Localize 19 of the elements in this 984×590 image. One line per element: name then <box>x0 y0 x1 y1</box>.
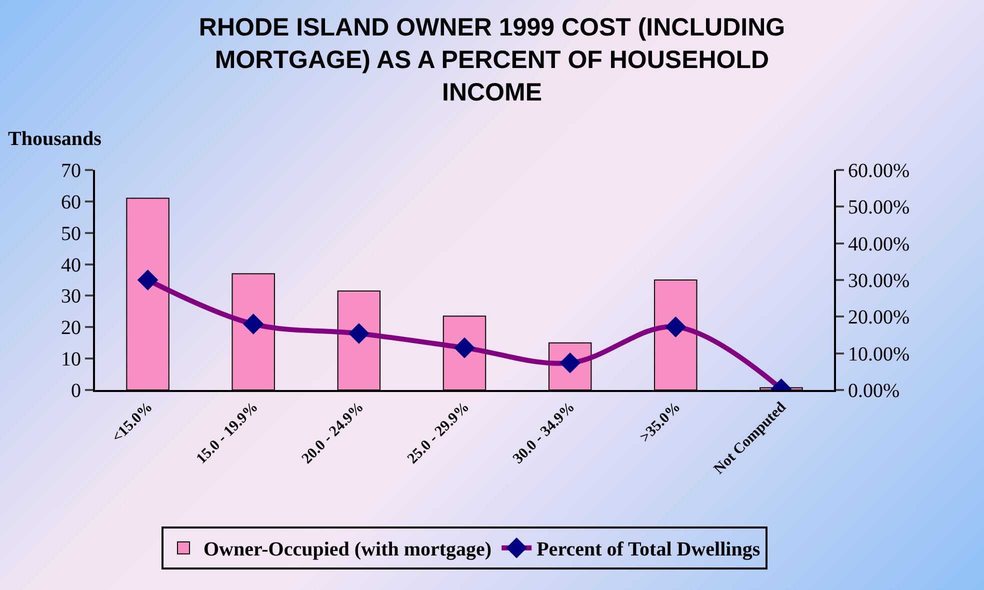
y-tick-label: 70 <box>61 160 81 182</box>
y2-tick-label: 60.00% <box>848 160 910 182</box>
y-tick-label: 30 <box>61 286 81 308</box>
y-tick-label: 60 <box>61 191 81 214</box>
y-tick-label: 50 <box>61 222 81 245</box>
y-tick-label: 10 <box>61 348 81 371</box>
y2-tick-label: 50.00% <box>848 196 910 219</box>
y2-tick-label: 20.00% <box>848 306 910 329</box>
y2-tick-label: 40.00% <box>848 233 910 256</box>
y-tick-label: 20 <box>61 317 81 340</box>
y-tick-label: 40 <box>61 254 81 276</box>
chart-title: RHODE ISLAND OWNER 1999 COST (INCLUDING MORTGAGE) AS A PERCENT OF HOUSEHOLD INCOME <box>198 13 786 106</box>
legend-label: Owner-Occupied (with mortgage) <box>204 538 492 561</box>
legend-label: Percent of Total Dwellings <box>536 538 760 561</box>
y2-tick-label: 0.00% <box>848 380 900 402</box>
y2-tick-label: 30.00% <box>848 270 910 292</box>
y-axis-title: Thousands <box>8 128 102 150</box>
y2-tick-label: 10.00% <box>848 343 910 366</box>
y-tick-label: 0 <box>71 380 81 402</box>
